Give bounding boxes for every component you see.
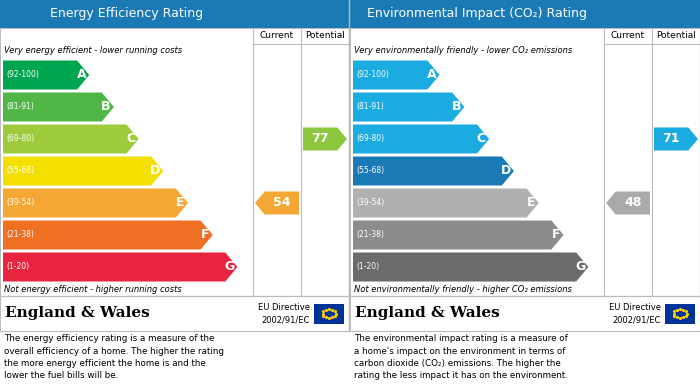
Bar xyxy=(314,303,344,323)
Text: (1-20): (1-20) xyxy=(6,262,29,271)
Polygon shape xyxy=(353,124,489,154)
Text: Potential: Potential xyxy=(305,32,345,41)
Text: G: G xyxy=(225,260,235,273)
Text: (81-91): (81-91) xyxy=(356,102,384,111)
Polygon shape xyxy=(255,192,299,215)
Bar xyxy=(0,0,349,28)
Text: C: C xyxy=(126,133,135,145)
Text: (21-38): (21-38) xyxy=(6,231,34,240)
Polygon shape xyxy=(654,127,698,151)
Text: E: E xyxy=(176,197,184,210)
Polygon shape xyxy=(353,156,514,185)
Polygon shape xyxy=(606,192,650,215)
Text: England & Wales: England & Wales xyxy=(355,307,500,321)
Text: (92-100): (92-100) xyxy=(356,70,389,79)
Polygon shape xyxy=(3,188,188,217)
Bar xyxy=(350,28,700,296)
Text: (81-91): (81-91) xyxy=(6,102,34,111)
Polygon shape xyxy=(3,221,213,249)
Text: 71: 71 xyxy=(662,133,680,145)
Text: F: F xyxy=(201,228,209,242)
Polygon shape xyxy=(353,61,440,90)
Text: (39-54): (39-54) xyxy=(6,199,34,208)
Text: EU Directive
2002/91/EC: EU Directive 2002/91/EC xyxy=(609,303,661,324)
Text: G: G xyxy=(575,260,586,273)
Text: EU Directive
2002/91/EC: EU Directive 2002/91/EC xyxy=(258,303,310,324)
Text: D: D xyxy=(501,165,511,178)
Text: Potential: Potential xyxy=(656,32,696,41)
Text: (39-54): (39-54) xyxy=(356,199,384,208)
Text: E: E xyxy=(526,197,535,210)
Polygon shape xyxy=(3,61,90,90)
Text: D: D xyxy=(150,165,160,178)
Polygon shape xyxy=(303,127,347,151)
Text: The environmental impact rating is a measure of
a home's impact on the environme: The environmental impact rating is a mea… xyxy=(354,334,568,380)
Text: (69-80): (69-80) xyxy=(356,135,384,143)
Polygon shape xyxy=(353,253,589,282)
Text: F: F xyxy=(552,228,560,242)
Text: A: A xyxy=(427,68,437,81)
Bar xyxy=(665,303,695,323)
Bar xyxy=(0,28,349,296)
Text: (92-100): (92-100) xyxy=(6,70,39,79)
Polygon shape xyxy=(353,188,539,217)
Text: England & Wales: England & Wales xyxy=(5,307,150,321)
Polygon shape xyxy=(353,221,564,249)
Text: (21-38): (21-38) xyxy=(356,231,384,240)
Text: (55-68): (55-68) xyxy=(6,167,34,176)
Polygon shape xyxy=(353,93,464,122)
Text: C: C xyxy=(477,133,486,145)
Text: Energy Efficiency Rating: Energy Efficiency Rating xyxy=(50,7,203,20)
Text: 54: 54 xyxy=(273,197,290,210)
Polygon shape xyxy=(3,253,237,282)
Polygon shape xyxy=(3,156,163,185)
Text: Not energy efficient - higher running costs: Not energy efficient - higher running co… xyxy=(4,285,182,294)
Bar xyxy=(350,296,700,331)
Text: The energy efficiency rating is a measure of the
overall efficiency of a home. T: The energy efficiency rating is a measur… xyxy=(4,334,224,380)
Text: (69-80): (69-80) xyxy=(6,135,34,143)
Text: Current: Current xyxy=(260,32,294,41)
Text: Very environmentally friendly - lower CO₂ emissions: Very environmentally friendly - lower CO… xyxy=(354,46,573,55)
Text: Very energy efficient - lower running costs: Very energy efficient - lower running co… xyxy=(4,46,182,55)
Text: 48: 48 xyxy=(624,197,641,210)
Text: Environmental Impact (CO₂) Rating: Environmental Impact (CO₂) Rating xyxy=(367,7,587,20)
Polygon shape xyxy=(3,93,114,122)
Text: B: B xyxy=(452,100,461,113)
Text: 77: 77 xyxy=(312,133,329,145)
Polygon shape xyxy=(3,124,139,154)
Text: A: A xyxy=(76,68,86,81)
Text: Not environmentally friendly - higher CO₂ emissions: Not environmentally friendly - higher CO… xyxy=(354,285,572,294)
Bar xyxy=(350,0,700,28)
Text: (1-20): (1-20) xyxy=(356,262,379,271)
Text: (55-68): (55-68) xyxy=(356,167,384,176)
Text: Current: Current xyxy=(611,32,645,41)
Text: B: B xyxy=(102,100,111,113)
Bar xyxy=(0,296,349,331)
